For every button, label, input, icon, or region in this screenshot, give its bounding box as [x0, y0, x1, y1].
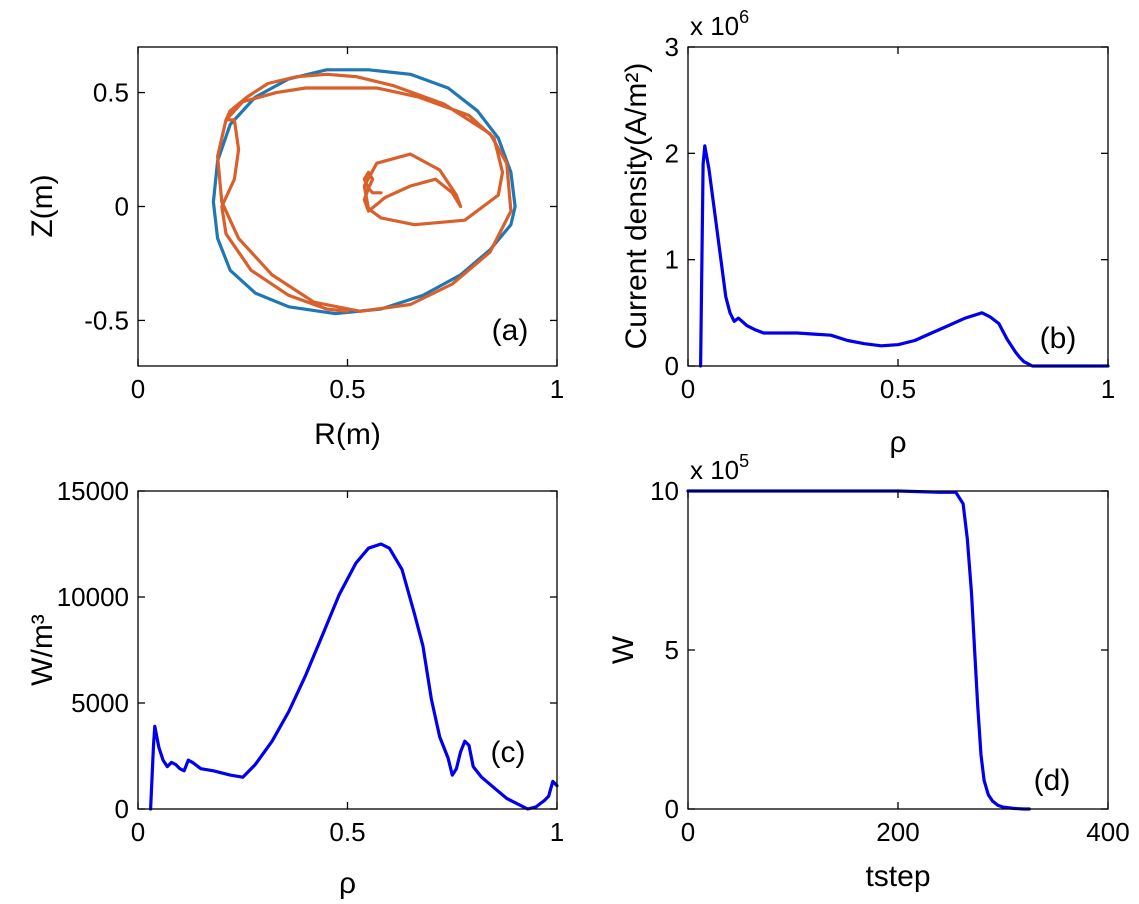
axis-exponent-label: x 106 — [690, 7, 749, 41]
y-tick-label: 1 — [665, 245, 679, 275]
y-axis-label: W/m³ — [26, 614, 59, 686]
series-line-boundary — [211, 68, 517, 316]
y-tick-label: 10 — [650, 476, 679, 506]
x-axis-label: R(m) — [314, 418, 381, 451]
x-tick-label: 1 — [1101, 374, 1115, 404]
y-tick-label: 0 — [115, 192, 129, 222]
y-tick-label: 2 — [665, 138, 679, 168]
series-line-power-density — [149, 542, 559, 811]
x-tick-label: 0.5 — [329, 374, 365, 404]
axis-exponent-power: 5 — [739, 451, 749, 471]
panel-b-current-density: 0 0.5 1 0 1 2 3 x 106 ρ Current density(A/m²) (b) — [620, 7, 1115, 459]
x-axis-label: tstep — [865, 860, 930, 893]
axes-box — [687, 46, 1109, 367]
y-tick-label: 0 — [665, 794, 679, 824]
y-tick-label: 0 — [115, 794, 129, 824]
x-tick-label: 0.5 — [880, 374, 916, 404]
panel-label: (d) — [1034, 764, 1071, 797]
x-tick-label: 0 — [681, 817, 695, 847]
x-tick-label: 0.5 — [329, 817, 365, 847]
x-axis-label: ρ — [339, 867, 356, 900]
y-tick-label: -0.5 — [84, 305, 129, 335]
x-tick-label: 200 — [876, 817, 919, 847]
y-axis-label: Current density(A/m²) — [620, 63, 653, 350]
panel-c-power-density: 0 0.5 1 0 5000 10000 15000 ρ W/m³ (c) — [26, 476, 564, 900]
x-tick-label: 0 — [131, 374, 145, 404]
y-tick-label: 3 — [665, 32, 679, 62]
panel-label: (a) — [492, 314, 529, 347]
panel-d-energy: 0 200 400 0 5 10 x 105 tstep W (d) — [607, 451, 1130, 893]
x-tick-label: 1 — [550, 374, 564, 404]
series-line-orbit — [216, 72, 513, 313]
panel-label: (c) — [491, 736, 526, 769]
series-line-current-density — [698, 144, 1110, 368]
y-axis-label: Z(m) — [26, 174, 59, 237]
axes-box — [687, 490, 1109, 810]
x-tick-label: 0 — [131, 817, 145, 847]
x-tick-label: 1 — [550, 817, 564, 847]
axis-exponent-label: x 105 — [690, 451, 749, 485]
x-axis-label: ρ — [889, 426, 906, 459]
panel-a-equilibrium-orbit: 0 0.5 1 -0.5 0 0.5 R(m) Z(m) (a) — [26, 46, 564, 451]
y-axis-label: W — [607, 635, 640, 664]
axis-exponent-power: 6 — [739, 7, 749, 27]
y-tick-label: 5 — [665, 635, 679, 665]
series-line-energy — [686, 489, 1031, 811]
y-tick-label: 15000 — [57, 476, 129, 506]
x-tick-label: 0 — [681, 374, 695, 404]
y-tick-label: 10000 — [57, 582, 129, 612]
panel-label: (b) — [1040, 322, 1077, 355]
y-tick-label: 0 — [665, 351, 679, 381]
y-tick-label: 5000 — [71, 688, 129, 718]
x-tick-label: 400 — [1086, 817, 1129, 847]
y-tick-label: 0.5 — [93, 78, 129, 108]
